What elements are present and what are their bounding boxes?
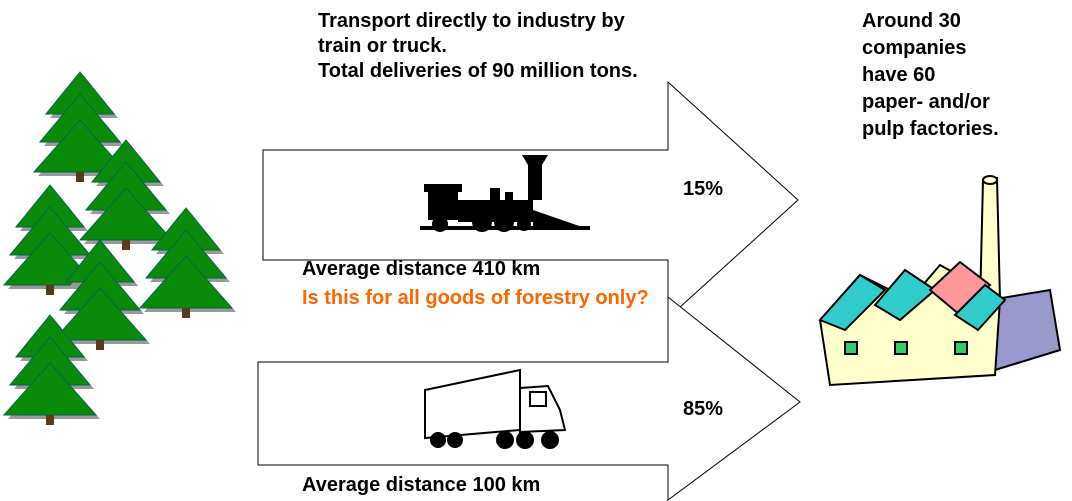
- question: Is this for all goods of forestry only?: [302, 287, 649, 309]
- forest: [3, 71, 237, 426]
- right-text-line: companies: [862, 37, 966, 59]
- truck-caption: Average distance 100 km: [302, 474, 540, 496]
- train-share: 15%: [683, 178, 723, 200]
- top-text-line: train or truck.: [318, 35, 447, 57]
- factory-icon: [818, 175, 1062, 387]
- truck-share: 85%: [683, 398, 723, 420]
- right-text-line: paper- and/or: [862, 91, 990, 113]
- truck-icon: [424, 368, 567, 449]
- right-text-line: have 60: [862, 64, 935, 86]
- train-icon: [420, 155, 590, 232]
- right-text-line: Around 30: [862, 10, 961, 32]
- right-text-line: pulp factories.: [862, 118, 999, 140]
- top-text-line: Transport directly to industry by: [318, 10, 626, 32]
- train-caption: Average distance 410 km: [302, 258, 540, 280]
- top-text-line: Total deliveries of 90 million tons.: [318, 60, 638, 82]
